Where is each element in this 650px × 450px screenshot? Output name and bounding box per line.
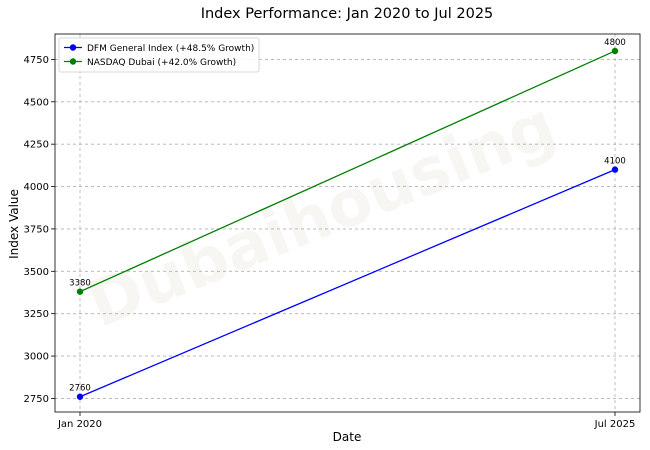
series-line-2 xyxy=(79,50,616,293)
data-label: 2760 xyxy=(69,384,91,394)
data-label: 4800 xyxy=(604,38,626,48)
y-tick-label: 4000 xyxy=(24,182,49,193)
y-tick-label: 4250 xyxy=(24,140,49,151)
y-tick-label: 4750 xyxy=(24,55,49,66)
data-point xyxy=(76,288,84,295)
y-tick-label: 3500 xyxy=(24,267,49,278)
legend-swatch-marker xyxy=(69,44,77,51)
x-axis-title: Date xyxy=(333,430,362,444)
y-tick-label: 2750 xyxy=(24,394,49,405)
data-label: 3380 xyxy=(69,279,91,289)
plot-frame xyxy=(54,33,641,413)
legend-box xyxy=(58,37,260,73)
y-tick-label: 3750 xyxy=(24,224,49,235)
x-tick-label: Jan 2020 xyxy=(57,419,102,430)
y-axis-title: Index Value xyxy=(7,189,21,259)
legend-entry-label: NASDAQ Dubai (+42.0% Growth) xyxy=(87,58,236,68)
y-tick-label: 4500 xyxy=(24,97,49,108)
legend-entry-label: DFM General Index (+48.5% Growth) xyxy=(87,44,254,54)
y-tick-label: 3250 xyxy=(24,309,49,320)
data-point xyxy=(76,393,84,400)
data-point xyxy=(611,47,619,55)
data-point xyxy=(611,166,619,173)
chart-title: Index Performance: Jan 2020 to Jul 2025 xyxy=(201,6,494,22)
y-tick-label: 3000 xyxy=(24,352,49,363)
data-label: 4100 xyxy=(604,157,626,167)
x-tick-label: Jul 2025 xyxy=(594,419,636,430)
legend-swatch-marker xyxy=(69,58,77,65)
series-line-1 xyxy=(79,169,616,398)
watermark-text: Dubaihousing xyxy=(78,88,566,342)
